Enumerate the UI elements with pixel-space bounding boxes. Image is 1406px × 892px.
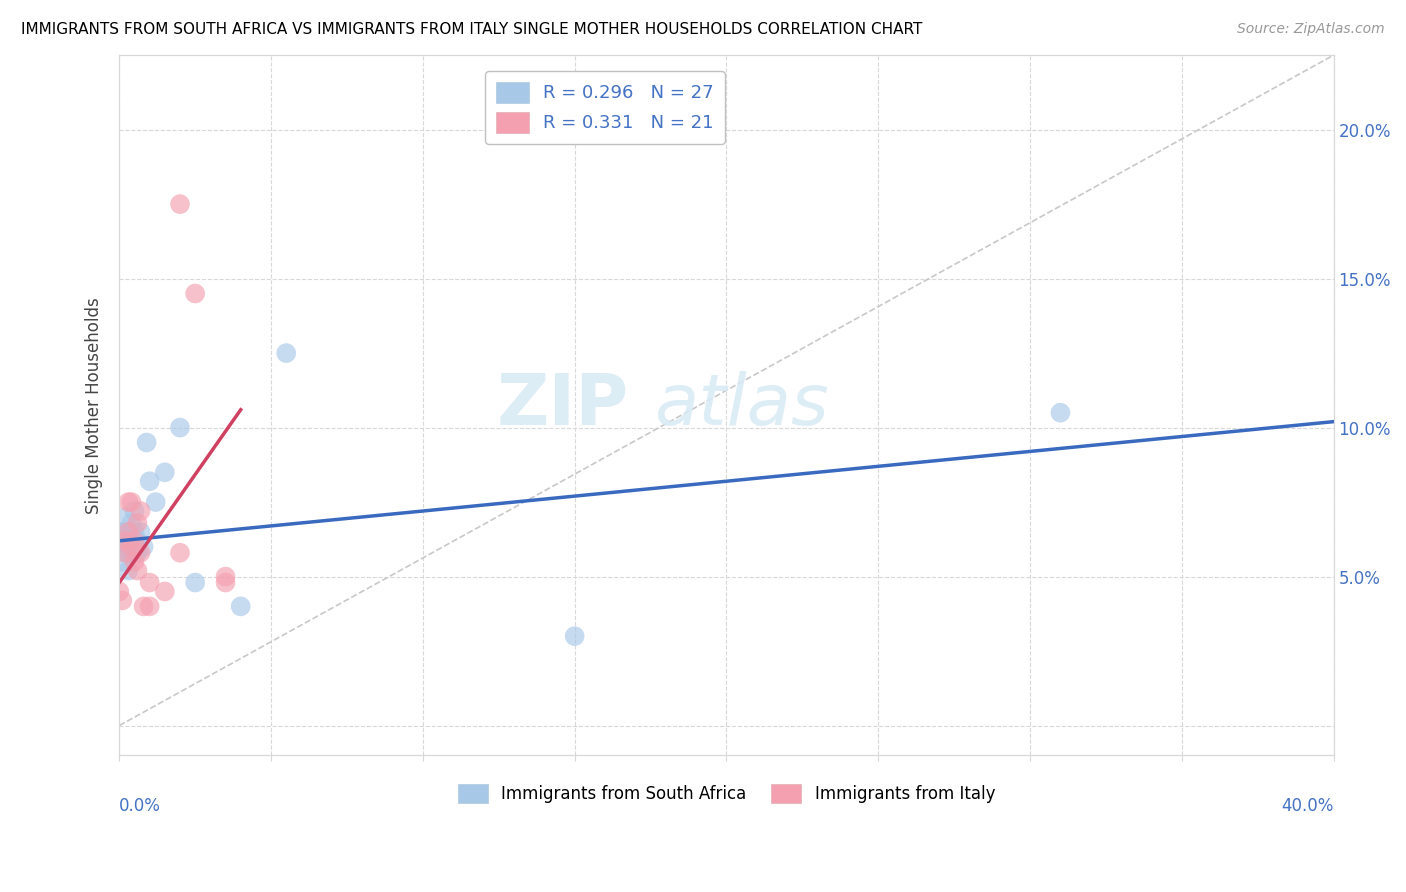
Point: [124, 504, 146, 518]
Point: [229, 599, 252, 614]
Point: [127, 516, 149, 530]
Point: [169, 420, 191, 434]
Point: [132, 540, 155, 554]
Point: [117, 524, 139, 539]
Point: [214, 569, 236, 583]
Text: atlas: atlas: [654, 371, 828, 440]
Point: [120, 540, 142, 554]
Point: [124, 540, 146, 554]
Point: [145, 495, 167, 509]
Point: [138, 575, 160, 590]
Point: [117, 564, 139, 578]
Text: IMMIGRANTS FROM SOUTH AFRICA VS IMMIGRANTS FROM ITALY SINGLE MOTHER HOUSEHOLDS C: IMMIGRANTS FROM SOUTH AFRICA VS IMMIGRAN…: [21, 22, 922, 37]
Point: [114, 533, 136, 548]
Point: [153, 584, 176, 599]
Point: [111, 540, 134, 554]
Point: [214, 575, 236, 590]
Text: Source: ZipAtlas.com: Source: ZipAtlas.com: [1237, 22, 1385, 37]
Point: [108, 531, 131, 545]
Text: 0.0%: 0.0%: [120, 797, 162, 815]
Point: [111, 555, 134, 569]
Point: [184, 286, 207, 301]
Text: 40.0%: 40.0%: [1281, 797, 1334, 815]
Point: [120, 495, 142, 509]
Point: [129, 504, 152, 518]
Point: [169, 546, 191, 560]
Point: [132, 599, 155, 614]
Point: [138, 599, 160, 614]
Point: [127, 533, 149, 548]
Point: [117, 495, 139, 509]
Point: [129, 546, 152, 560]
Point: [114, 546, 136, 560]
Point: [114, 510, 136, 524]
Point: [153, 465, 176, 479]
Point: [276, 346, 298, 360]
Point: [114, 533, 136, 548]
Point: [124, 524, 146, 539]
Point: [117, 524, 139, 539]
Text: ZIP: ZIP: [498, 371, 630, 440]
Legend: Immigrants from South Africa, Immigrants from Italy: Immigrants from South Africa, Immigrants…: [451, 778, 1002, 810]
Point: [124, 533, 146, 548]
Point: [169, 197, 191, 211]
Point: [127, 564, 149, 578]
Point: [184, 575, 207, 590]
Point: [129, 524, 152, 539]
Point: [120, 546, 142, 560]
Point: [124, 555, 146, 569]
Y-axis label: Single Mother Households: Single Mother Households: [86, 297, 103, 514]
Point: [120, 516, 142, 530]
Point: [108, 531, 131, 545]
Point: [1049, 406, 1071, 420]
Point: [138, 474, 160, 488]
Point: [111, 593, 134, 607]
Point: [127, 546, 149, 560]
Point: [114, 546, 136, 560]
Point: [108, 584, 131, 599]
Point: [135, 435, 157, 450]
Point: [564, 629, 586, 643]
